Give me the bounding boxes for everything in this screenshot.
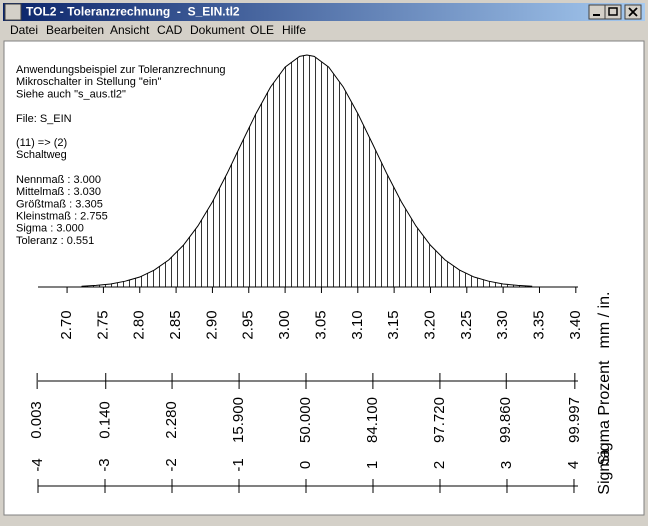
info-line: (11) => (2) bbox=[16, 137, 67, 149]
info-line: Siehe auch "s_aus.tl2" bbox=[16, 88, 126, 100]
chart: 2.70 2.75 2.80 2.85 2.90 2.95 3.00 3.05 3.10 3.15… bbox=[28, 54, 613, 495]
info-line: Anwendungsbeispiel zur Toleranzrechnung bbox=[16, 64, 226, 76]
percent-tick-label: 50.000 bbox=[297, 397, 314, 443]
percent-tick-label: 15.900 bbox=[230, 397, 247, 443]
percent-axis-title: Sigma Prozent bbox=[596, 360, 613, 465]
x-tick-label: 2.75 bbox=[94, 310, 111, 339]
close-glyph bbox=[628, 7, 638, 17]
x-tick-label: 3.35 bbox=[530, 310, 547, 339]
window-buttons bbox=[588, 4, 642, 20]
density-curve bbox=[81, 54, 533, 287]
menu-item[interactable]: Hilfe bbox=[282, 23, 306, 37]
percent-tick-label: 2.280 bbox=[163, 401, 180, 439]
info-line: Mikroschalter in Stellung "ein" bbox=[16, 76, 161, 88]
x-tick-label: 3.25 bbox=[458, 310, 475, 339]
menu-bar: Datei Bearbeiten Ansicht CAD Dokument OLE Hilf… bbox=[10, 23, 306, 37]
sigma-tick-label: -1 bbox=[230, 458, 247, 471]
menu-item[interactable]: Datei bbox=[10, 23, 38, 37]
x-tick-label: 3.20 bbox=[421, 310, 438, 339]
menu-item[interactable]: Dokument bbox=[190, 23, 245, 37]
x-tick-label: 3.10 bbox=[349, 310, 366, 339]
sigma-tick-label: 4 bbox=[565, 461, 582, 469]
info-line: File: S_EIN bbox=[16, 113, 72, 125]
maximize-button[interactable] bbox=[604, 4, 622, 20]
sigma-tick-label: -2 bbox=[163, 458, 180, 471]
minimize-button[interactable] bbox=[588, 4, 606, 20]
info-line: Nennmaß : 3.000 bbox=[16, 174, 101, 186]
info-line: Schaltweg bbox=[16, 149, 67, 161]
title-bar bbox=[3, 3, 645, 21]
sigma-axis-title: Sigma bbox=[596, 449, 613, 494]
x-tick-label: 3.40 bbox=[567, 310, 584, 339]
sigma-tick-label: -4 bbox=[29, 458, 46, 471]
x-tick-label: 2.70 bbox=[58, 310, 75, 339]
app-icon bbox=[4, 3, 22, 21]
percent-tick-label: 99.860 bbox=[497, 397, 514, 443]
sigma-tick-label: 2 bbox=[431, 461, 448, 469]
info-line: Sigma : 3.000 bbox=[16, 223, 84, 235]
x-tick-label: 2.90 bbox=[203, 310, 220, 339]
info-line: Kleinstmaß : 2.755 bbox=[16, 211, 108, 223]
percent-tick-label: 97.720 bbox=[431, 397, 448, 443]
percent-tick-label: 0.003 bbox=[28, 401, 45, 439]
x-tick-label: 3.30 bbox=[494, 310, 511, 339]
x-tick-label: 2.80 bbox=[131, 310, 148, 339]
x-tick-label: 2.85 bbox=[167, 310, 184, 339]
client-area bbox=[3, 40, 645, 516]
info-text: Anwendungsbeispiel zur ToleranzrechnungM… bbox=[16, 64, 226, 247]
menu-item[interactable]: CAD bbox=[157, 23, 183, 37]
x-tick-label: 3.05 bbox=[312, 310, 329, 339]
info-line: Mittelmaß : 3.030 bbox=[16, 186, 101, 198]
x-axis-title: mm / in. bbox=[596, 292, 613, 349]
percent-tick-label: 0.140 bbox=[97, 401, 114, 439]
menu-item[interactable]: Bearbeiten bbox=[46, 23, 104, 37]
maximize-glyph bbox=[608, 7, 618, 16]
sigma-tick-label: 1 bbox=[364, 461, 381, 469]
percent-tick-label: 99.997 bbox=[566, 397, 583, 443]
info-line: Größtmaß : 3.305 bbox=[16, 198, 103, 210]
sigma-tick-label: -3 bbox=[96, 458, 113, 471]
menu-item[interactable]: OLE bbox=[250, 23, 274, 37]
window-title: TOL2 - Toleranzrechnung - S_EIN.tl2 bbox=[26, 5, 240, 19]
x-tick-label: 2.95 bbox=[240, 310, 257, 339]
x-tick-label: 3.00 bbox=[276, 310, 293, 339]
menu-item[interactable]: Ansicht bbox=[110, 23, 150, 37]
x-tick-label: 3.15 bbox=[385, 310, 402, 339]
sigma-tick-label: 0 bbox=[297, 461, 314, 469]
info-line: Toleranz : 0.551 bbox=[16, 235, 94, 247]
sigma-tick-label: 3 bbox=[498, 461, 515, 469]
percent-tick-label: 84.100 bbox=[364, 397, 381, 443]
